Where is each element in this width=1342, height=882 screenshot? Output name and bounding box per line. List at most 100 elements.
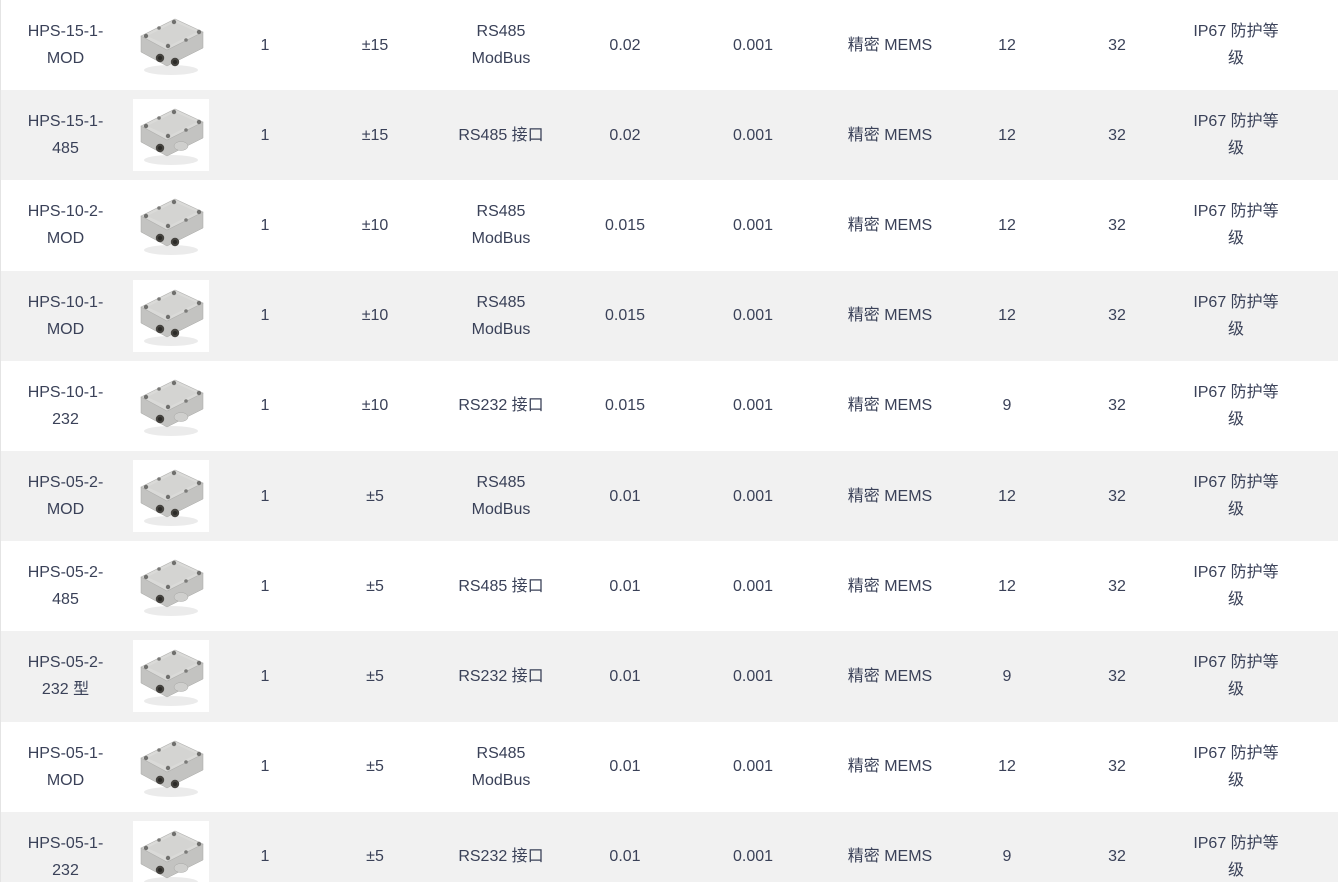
accuracy-cell: 0.01 (570, 722, 680, 812)
axes-value: 1 (260, 848, 270, 866)
sensor-type-cell: 精密 MEMS (826, 722, 954, 812)
sensor-photo-icon (140, 740, 204, 797)
product-photo[interactable] (133, 820, 209, 882)
model-link[interactable]: HPS-10-1-MOD (27, 293, 104, 338)
range-value: ±15 (361, 126, 389, 144)
protection-value: IP67 防护等级 (1193, 293, 1279, 338)
interface-cell: RS485 ModBus (432, 180, 570, 270)
model-link[interactable]: HPS-05-2-485 (27, 564, 104, 609)
model-link[interactable]: HPS-15-1-MOD (27, 23, 104, 68)
value-a: 12 (998, 307, 1016, 325)
model-cell: HPS-10-1-MOD (1, 271, 130, 361)
resolution-cell: 0.001 (680, 451, 826, 541)
axes-value: 1 (260, 487, 270, 505)
product-photo[interactable] (133, 640, 209, 713)
value-b: 32 (1108, 307, 1126, 325)
accuracy-cell: 0.01 (570, 812, 680, 882)
value-b-cell: 32 (1060, 361, 1174, 451)
product-photo[interactable] (133, 550, 209, 623)
sensor-type-cell: 精密 MEMS (826, 271, 954, 361)
accuracy-cell: 0.01 (570, 631, 680, 721)
interface-cell: RS485 ModBus (432, 0, 570, 90)
product-photo[interactable] (133, 460, 209, 533)
accuracy-value: 0.015 (604, 216, 646, 234)
resolution-value: 0.001 (732, 397, 774, 415)
photo-cell (130, 361, 212, 451)
axes-cell: 1 (212, 361, 318, 451)
axes-value: 1 (260, 126, 270, 144)
sensor-type-value: 精密 MEMS (847, 397, 933, 415)
product-photo[interactable] (133, 279, 209, 352)
model-link[interactable]: HPS-10-1-232 (27, 383, 104, 428)
value-b: 32 (1108, 577, 1126, 595)
resolution-value: 0.001 (732, 848, 774, 866)
product-photo[interactable] (133, 369, 209, 442)
axes-cell: 1 (212, 180, 318, 270)
protection-value: IP67 防护等级 (1193, 203, 1279, 248)
value-a: 12 (998, 758, 1016, 776)
protection-cell: IP67 防护等级 (1174, 631, 1338, 721)
photo-cell (130, 90, 212, 180)
value-a-cell: 12 (954, 451, 1060, 541)
range-cell: ±5 (318, 631, 432, 721)
sensor-photo-icon (140, 18, 204, 76)
range-value: ±10 (361, 307, 389, 325)
resolution-value: 0.001 (732, 36, 774, 54)
resolution-value: 0.001 (732, 758, 774, 776)
sensor-type-value: 精密 MEMS (847, 36, 933, 54)
product-photo[interactable] (133, 9, 209, 82)
range-cell: ±5 (318, 812, 432, 882)
accuracy-cell: 0.015 (570, 361, 680, 451)
sensor-type-cell: 精密 MEMS (826, 812, 954, 882)
model-link[interactable]: HPS-05-2-232 型 (27, 654, 104, 699)
model-link[interactable]: HPS-10-2-MOD (27, 203, 104, 248)
range-cell: ±5 (318, 722, 432, 812)
protection-cell: IP67 防护等级 (1174, 361, 1338, 451)
sensor-photo-icon (140, 830, 204, 882)
interface-value: RS485 ModBus (471, 203, 531, 248)
sensor-type-cell: 精密 MEMS (826, 90, 954, 180)
interface-cell: RS485 ModBus (432, 451, 570, 541)
table-row: HPS-10-2-MOD (1, 180, 1338, 271)
interface-cell: RS232 接口 (432, 631, 570, 721)
accuracy-cell: 0.01 (570, 451, 680, 541)
model-link[interactable]: HPS-05-1-232 (27, 834, 104, 879)
sensor-type-cell: 精密 MEMS (826, 361, 954, 451)
table-row: HPS-05-2-MOD (1, 450, 1338, 542)
interface-value: RS485 ModBus (471, 744, 531, 789)
model-link[interactable]: HPS-05-1-MOD (27, 744, 104, 789)
sensor-photo-icon (140, 108, 204, 166)
value-b-cell: 32 (1060, 631, 1174, 721)
value-a-cell: 9 (954, 631, 1060, 721)
resolution-cell: 0.001 (680, 271, 826, 361)
protection-cell: IP67 防护等级 (1174, 722, 1338, 812)
protection-cell: IP67 防护等级 (1174, 180, 1338, 270)
range-value: ±10 (361, 216, 389, 234)
protection-value: IP67 防护等级 (1193, 23, 1279, 68)
model-link[interactable]: HPS-15-1-485 (27, 113, 104, 158)
model-link[interactable]: HPS-05-2-MOD (27, 474, 104, 519)
table-row: HPS-05-1-MOD (1, 721, 1338, 812)
protection-cell: IP67 防护等级 (1174, 271, 1338, 361)
photo-cell (130, 451, 212, 541)
range-cell: ±15 (318, 90, 432, 180)
product-photo[interactable] (133, 730, 209, 803)
range-value: ±5 (366, 577, 384, 595)
sensor-type-value: 精密 MEMS (847, 848, 933, 866)
axes-value: 1 (260, 307, 270, 325)
value-a-cell: 12 (954, 180, 1060, 270)
value-b: 32 (1108, 216, 1126, 234)
value-a: 12 (998, 216, 1016, 234)
axes-value: 1 (260, 397, 270, 415)
resolution-cell: 0.001 (680, 812, 826, 882)
model-cell: HPS-05-1-232 (1, 812, 130, 882)
photo-cell (130, 541, 212, 631)
model-cell: HPS-10-2-MOD (1, 180, 130, 270)
product-photo[interactable] (133, 99, 209, 172)
axes-value: 1 (260, 758, 270, 776)
product-photo[interactable] (133, 189, 209, 262)
value-b: 32 (1108, 397, 1126, 415)
model-cell: HPS-15-1-MOD (1, 0, 130, 90)
protection-cell: IP67 防护等级 (1174, 0, 1338, 90)
